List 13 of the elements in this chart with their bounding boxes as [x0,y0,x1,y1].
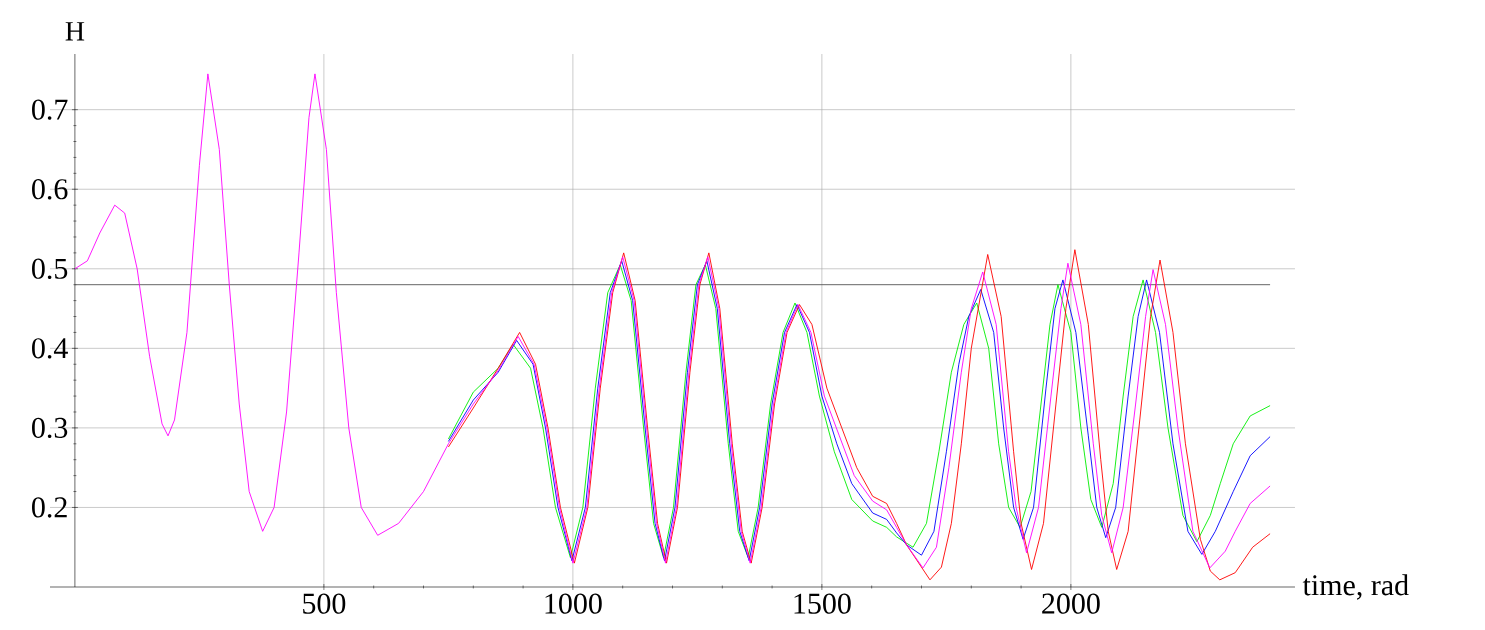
x-axis-title: time, rad [1302,574,1409,600]
x-tick-label: 1500 [794,593,851,614]
y-tick-label: 0.4 [32,338,68,359]
y-tick-label: 0.7 [32,99,68,120]
x-tick-label: 500 [303,593,346,614]
y-tick-label: 0.6 [32,179,68,200]
y-axis-title: H [65,22,85,41]
y-tick-label: 0.2 [32,497,67,518]
y-tick-label: 0.3 [32,417,68,439]
line-series [74,73,1271,569]
x-tick-label: 1000 [545,593,602,614]
x-tick-label: 2000 [1042,593,1100,614]
y-tick-label: 0.5 [32,258,68,279]
